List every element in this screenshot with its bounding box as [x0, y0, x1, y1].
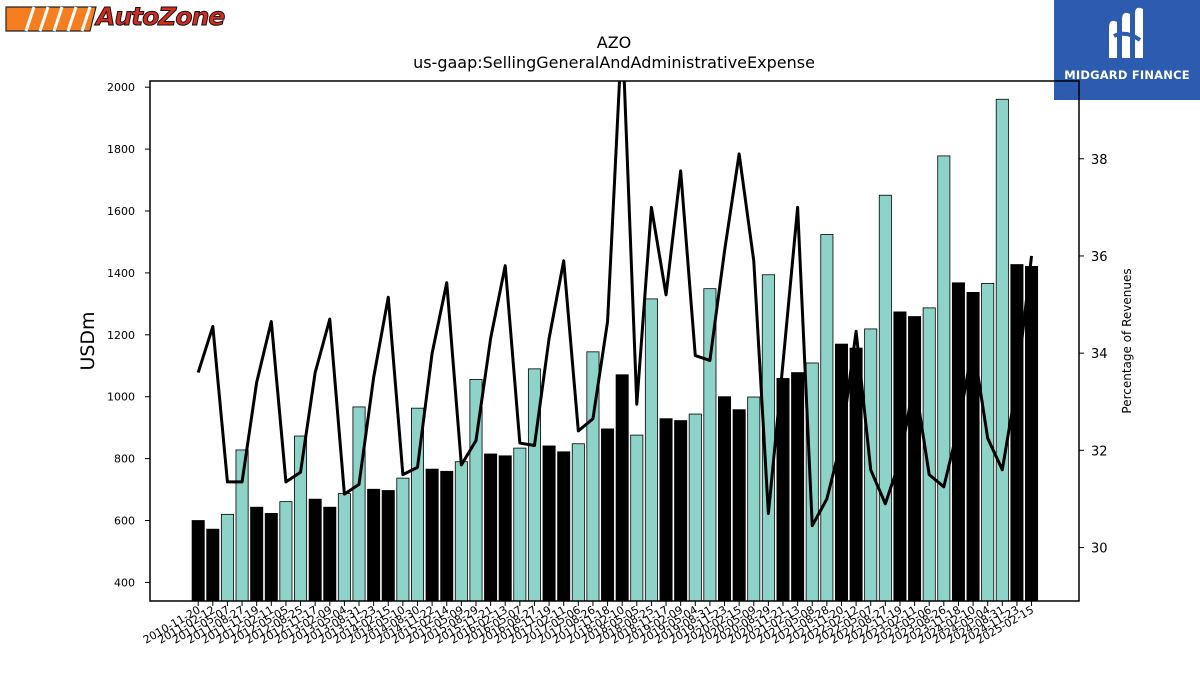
axes	[149, 80, 1080, 602]
y-tick-label: 1800	[107, 143, 135, 156]
bar-2012-05-05	[279, 501, 293, 602]
bar-2013-05-04	[337, 493, 351, 602]
y2-tick-label: 30	[1091, 542, 1108, 557]
bar-2025-02-15	[1025, 265, 1039, 602]
percentage-of-revenues-line	[196, 81, 1034, 528]
autozone-wordmark: AutoZone	[95, 2, 225, 32]
y-tick-label: 1200	[107, 329, 135, 342]
y-tick-labels: 400 600 800 1000 1200 1400 1600 1800 2000	[107, 81, 150, 589]
bar-2013-08-31	[352, 406, 366, 602]
bar-2016-05-07	[513, 447, 527, 602]
bar-2011-11-19	[250, 506, 264, 602]
plot-frame	[149, 80, 1080, 602]
bar-2011-02-12	[206, 528, 220, 602]
bar-2024-02-10	[966, 291, 980, 602]
y-tick-label: 400	[114, 576, 135, 589]
bar-2023-02-11	[908, 316, 922, 602]
bar-2021-11-20	[834, 343, 848, 602]
bar-2019-02-09	[674, 420, 688, 602]
bar-2016-11-19	[542, 445, 556, 602]
bar-2013-11-23	[367, 488, 381, 602]
bar-2015-11-21	[484, 453, 498, 602]
bar-2014-11-22	[425, 468, 439, 602]
bar-2022-08-27	[878, 194, 892, 602]
bar-2015-02-14	[440, 470, 454, 602]
bar-2023-08-26	[937, 155, 951, 602]
bar-series	[191, 98, 1039, 602]
bar-2015-05-09	[454, 461, 468, 602]
bar-2012-02-11	[264, 513, 278, 602]
autozone-logo: AutoZone	[4, 2, 234, 34]
bar-2024-05-04	[981, 283, 995, 602]
bar-2018-05-05	[630, 434, 644, 602]
y2-axis-label: Percentage of Revenues	[1120, 268, 1134, 413]
autozone-stripes-icon	[5, 6, 97, 32]
bar-2022-02-12	[849, 347, 863, 602]
y2-tick-labels: 30 32 34 36 38	[1079, 153, 1108, 557]
line-series	[196, 81, 1034, 528]
bar-2024-08-31	[995, 98, 1009, 602]
bar-2020-05-09	[747, 396, 761, 602]
bar-2012-11-17	[308, 498, 322, 602]
bar-2018-02-10	[615, 374, 629, 602]
y-tick-label: 2000	[107, 81, 135, 94]
bar-2021-05-08	[805, 362, 819, 602]
bar-2020-02-15	[732, 409, 746, 602]
y-tick-label: 600	[114, 515, 135, 528]
bar-2018-11-17	[659, 418, 673, 602]
y-tick-label: 1600	[107, 205, 135, 218]
bar-2021-02-13	[791, 372, 805, 602]
bar-2010-11-20	[191, 520, 205, 602]
y-tick-label: 1000	[107, 391, 135, 404]
y-tick-label: 800	[114, 453, 135, 466]
bar-2011-05-07	[220, 513, 234, 602]
bar-2013-02-09	[323, 506, 337, 602]
bar-2014-02-15	[381, 490, 395, 602]
chart-title: AZO	[597, 33, 632, 52]
y-tick-label: 1400	[107, 267, 135, 280]
midgard-wordmark: MIDGARD FINANCE	[1064, 68, 1190, 82]
bar-2018-08-25	[644, 298, 658, 602]
y2-tick-label: 36	[1091, 250, 1108, 265]
y2-tick-label: 34	[1091, 347, 1108, 362]
bar-2014-05-10	[396, 477, 410, 602]
bar-2012-08-25	[294, 435, 308, 602]
midgard-emblem-icon	[1109, 7, 1143, 59]
bar-2021-08-28	[820, 234, 834, 602]
bar-2017-11-18	[601, 428, 615, 602]
chart-subtitle: us-gaap:SellingGeneralAndAdministrativeE…	[413, 53, 815, 72]
bar-2016-02-13	[498, 455, 512, 602]
y2-tick-label: 32	[1091, 444, 1108, 459]
bar-2024-11-23	[1010, 264, 1024, 602]
bar-2017-05-06	[571, 443, 585, 602]
bar-2019-05-04	[688, 413, 702, 602]
y2-tick-label: 38	[1091, 153, 1108, 168]
bar-2019-11-23	[718, 396, 732, 602]
x-tick-labels: 2010-11-202011-02-122011-05-072011-08-27…	[141, 601, 1036, 647]
y-axis-label: USDm	[77, 311, 99, 370]
bar-2017-02-11	[557, 451, 571, 602]
